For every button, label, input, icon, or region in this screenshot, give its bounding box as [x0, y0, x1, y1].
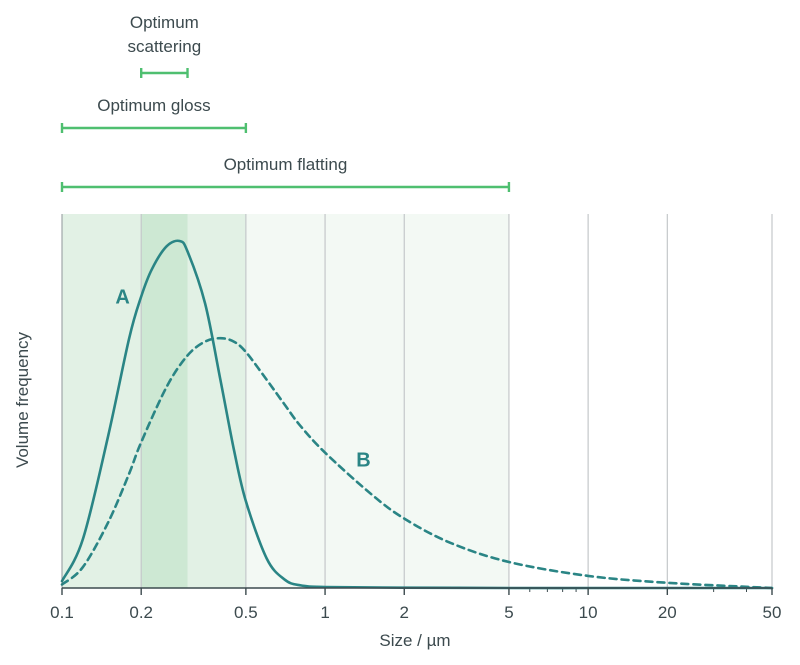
x-tick-label: 5 — [504, 603, 513, 622]
series-a-label: A — [115, 286, 129, 308]
x-axis-label: Size / µm — [379, 631, 450, 650]
series-b-line — [60, 336, 774, 590]
x-axis — [61, 214, 773, 595]
optimum-range-shading — [62, 214, 509, 588]
x-tick-label: 0.1 — [50, 603, 74, 622]
x-tick-labels: 0.1 0.2 0.5 1 2 5 10 20 50 — [50, 603, 781, 622]
shade-optimum-scattering — [141, 214, 188, 588]
optimum-flatting-label: Optimum flatting — [224, 155, 348, 174]
optimum-gloss-label: Optimum gloss — [97, 96, 210, 115]
series-b-label: B — [356, 450, 370, 472]
optimum-range-bars: Optimum scattering Optimum gloss Optimum fl… — [60, 13, 511, 192]
series-labels: AB — [115, 286, 370, 471]
x-tick-label: 10 — [579, 603, 598, 622]
x-tick-label: 0.2 — [129, 603, 153, 622]
vertical-gridlines — [61, 214, 773, 592]
y-axis-label: Volume frequency — [13, 331, 32, 468]
x-tick-label: 2 — [400, 603, 409, 622]
optimum-scattering-label: Optimum scattering — [127, 13, 201, 56]
x-tick-label: 1 — [320, 603, 329, 622]
x-tick-label: 20 — [658, 603, 677, 622]
x-tick-label: 0.5 — [234, 603, 258, 622]
x-tick-label: 50 — [763, 603, 782, 622]
